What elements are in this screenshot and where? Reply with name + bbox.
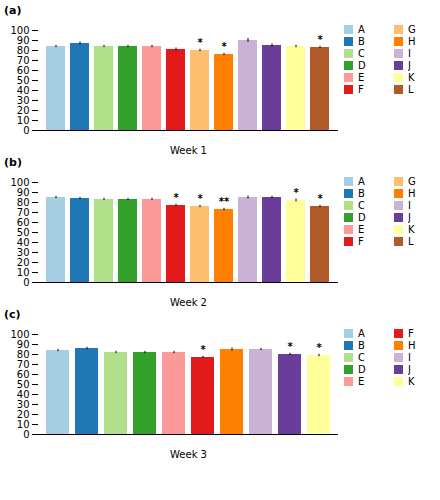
- svg-text:100: 100: [10, 329, 29, 340]
- svg-text:60: 60: [17, 369, 30, 380]
- svg-text:100: 100: [10, 177, 29, 188]
- svg-text:10: 10: [17, 419, 30, 430]
- html-text:H: H: [408, 36, 416, 47]
- html-text:L: L: [408, 84, 414, 95]
- html-text:K: K: [408, 376, 415, 387]
- svg-text:90: 90: [17, 187, 30, 198]
- svg-text:70: 70: [17, 359, 30, 370]
- svg-text:*: *: [221, 41, 227, 52]
- svg-text:30: 30: [17, 95, 30, 106]
- svg-text:50: 50: [17, 227, 30, 238]
- svg-text:40: 40: [17, 237, 30, 248]
- svg-text:80: 80: [17, 197, 30, 208]
- svg-text:Week 3: Week 3: [170, 449, 207, 460]
- html-text:L: L: [408, 236, 414, 247]
- svg-text:10: 10: [17, 267, 30, 278]
- html-text:I: I: [408, 200, 411, 211]
- svg-text:*: *: [173, 192, 179, 203]
- svg-text:70: 70: [17, 55, 30, 66]
- svg-text:70: 70: [17, 207, 30, 218]
- html-text:G: G: [408, 24, 416, 35]
- html-text:J: J: [408, 212, 411, 223]
- svg-text:*: *: [197, 37, 203, 48]
- html-text:J: J: [408, 364, 411, 375]
- html-text:J: J: [408, 60, 411, 71]
- html-text:(a): (a): [4, 4, 22, 17]
- svg-text:Week 2: Week 2: [170, 297, 207, 308]
- svg-text:20: 20: [17, 409, 30, 420]
- html-text:I: I: [408, 352, 411, 363]
- svg-text:*: *: [317, 193, 323, 204]
- svg-text:0: 0: [23, 429, 29, 440]
- html-text:A: A: [358, 176, 365, 187]
- svg-text:0: 0: [23, 277, 29, 288]
- svg-text:50: 50: [17, 75, 30, 86]
- svg-text:0: 0: [23, 125, 29, 136]
- svg-text:90: 90: [17, 339, 30, 350]
- svg-text:*: *: [200, 344, 206, 355]
- html-text:H: H: [408, 188, 416, 199]
- html-text:D: D: [358, 364, 366, 375]
- html-text:E: E: [358, 224, 365, 235]
- svg-text:**: **: [219, 196, 230, 207]
- svg-text:30: 30: [17, 247, 30, 258]
- html-text:G: G: [408, 176, 416, 187]
- html-text:D: D: [358, 60, 366, 71]
- svg-text:*: *: [317, 34, 323, 45]
- html-text:E: E: [358, 376, 365, 387]
- svg-text:40: 40: [17, 389, 30, 400]
- svg-text:80: 80: [17, 349, 30, 360]
- html-text:F: F: [408, 328, 414, 339]
- html-text:K: K: [408, 224, 415, 235]
- svg-text:20: 20: [17, 257, 30, 268]
- svg-text:60: 60: [17, 217, 30, 228]
- html-text:B: B: [358, 36, 365, 47]
- svg-text:*: *: [316, 342, 322, 353]
- html-text:F: F: [358, 84, 364, 95]
- html-text:B: B: [358, 188, 365, 199]
- html-text:D: D: [358, 212, 366, 223]
- svg-text:*: *: [197, 193, 203, 204]
- html-text:C: C: [358, 352, 365, 363]
- svg-text:Week 1: Week 1: [170, 145, 207, 156]
- svg-text:20: 20: [17, 105, 30, 116]
- svg-text:*: *: [287, 341, 293, 352]
- html-text:A: A: [358, 24, 365, 35]
- html-text:C: C: [358, 200, 365, 211]
- html-text:(c): (c): [4, 308, 21, 321]
- svg-text:30: 30: [17, 399, 30, 410]
- svg-text:40: 40: [17, 85, 30, 96]
- html-text:E: E: [358, 72, 365, 83]
- svg-text:80: 80: [17, 45, 30, 56]
- svg-text:60: 60: [17, 65, 30, 76]
- html-text:I: I: [408, 48, 411, 59]
- svg-text:90: 90: [17, 35, 30, 46]
- html-text:(b): (b): [4, 156, 22, 169]
- svg-text:50: 50: [17, 379, 30, 390]
- html-text:B: B: [358, 340, 365, 351]
- svg-text:10: 10: [17, 115, 30, 126]
- html-text:F: F: [358, 236, 364, 247]
- html-text:A: A: [358, 328, 365, 339]
- svg-text:*: *: [293, 187, 299, 198]
- html-text:C: C: [358, 48, 365, 59]
- html-text:K: K: [408, 72, 415, 83]
- html-text:H: H: [408, 340, 416, 351]
- svg-text:100: 100: [10, 25, 29, 36]
